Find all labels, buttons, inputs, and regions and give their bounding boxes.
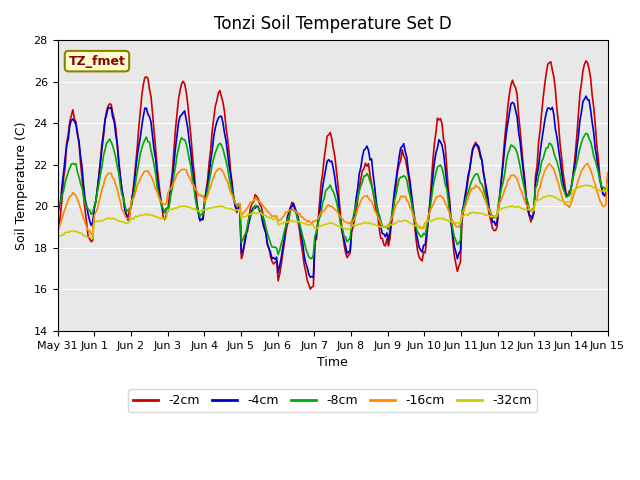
-32cm xyxy=(604,181,611,187)
-4cm xyxy=(121,207,129,213)
Y-axis label: Soil Temperature (C): Soil Temperature (C) xyxy=(15,121,28,250)
Line: -4cm: -4cm xyxy=(58,96,607,277)
-8cm xyxy=(121,202,129,208)
-8cm xyxy=(236,201,244,206)
-8cm xyxy=(54,209,61,215)
-8cm xyxy=(604,179,611,185)
-16cm xyxy=(237,213,245,218)
Line: -2cm: -2cm xyxy=(58,61,607,289)
-16cm xyxy=(575,177,582,182)
Legend: -2cm, -4cm, -8cm, -16cm, -32cm: -2cm, -4cm, -8cm, -16cm, -32cm xyxy=(129,389,537,412)
-16cm xyxy=(88,231,95,237)
-4cm xyxy=(294,214,302,220)
-4cm xyxy=(236,204,244,210)
-8cm xyxy=(308,256,316,262)
-4cm xyxy=(54,215,61,220)
-16cm xyxy=(246,199,254,204)
-2cm xyxy=(218,94,225,100)
-2cm xyxy=(582,58,590,64)
-8cm xyxy=(294,217,302,223)
-4cm xyxy=(245,220,253,226)
-2cm xyxy=(307,286,314,292)
-2cm xyxy=(604,176,611,182)
-8cm xyxy=(582,131,590,136)
Text: TZ_fmet: TZ_fmet xyxy=(68,55,125,68)
X-axis label: Time: Time xyxy=(317,356,348,369)
-32cm xyxy=(54,233,61,239)
Line: -8cm: -8cm xyxy=(58,133,607,259)
Title: Tonzi Soil Temperature Set D: Tonzi Soil Temperature Set D xyxy=(214,15,451,33)
-2cm xyxy=(54,229,61,235)
-4cm xyxy=(575,133,582,139)
-4cm xyxy=(582,93,590,99)
-2cm xyxy=(245,214,253,219)
-4cm xyxy=(310,275,317,280)
-8cm xyxy=(245,215,253,220)
-4cm xyxy=(604,178,611,184)
-16cm xyxy=(219,168,227,174)
Line: -32cm: -32cm xyxy=(58,184,607,239)
-32cm xyxy=(296,218,303,224)
-16cm xyxy=(584,161,591,167)
-32cm xyxy=(219,204,227,209)
-8cm xyxy=(218,142,225,148)
Line: -16cm: -16cm xyxy=(58,164,607,234)
-32cm xyxy=(575,184,582,190)
-16cm xyxy=(604,170,611,176)
-2cm xyxy=(575,111,582,117)
-32cm xyxy=(123,220,131,226)
-2cm xyxy=(121,206,129,212)
-32cm xyxy=(246,212,254,217)
-4cm xyxy=(218,113,225,119)
-16cm xyxy=(54,228,61,233)
-16cm xyxy=(123,216,131,221)
-32cm xyxy=(89,236,97,241)
-32cm xyxy=(237,216,245,221)
-2cm xyxy=(236,204,244,209)
-8cm xyxy=(575,153,582,158)
-16cm xyxy=(296,211,303,216)
-2cm xyxy=(294,218,302,224)
